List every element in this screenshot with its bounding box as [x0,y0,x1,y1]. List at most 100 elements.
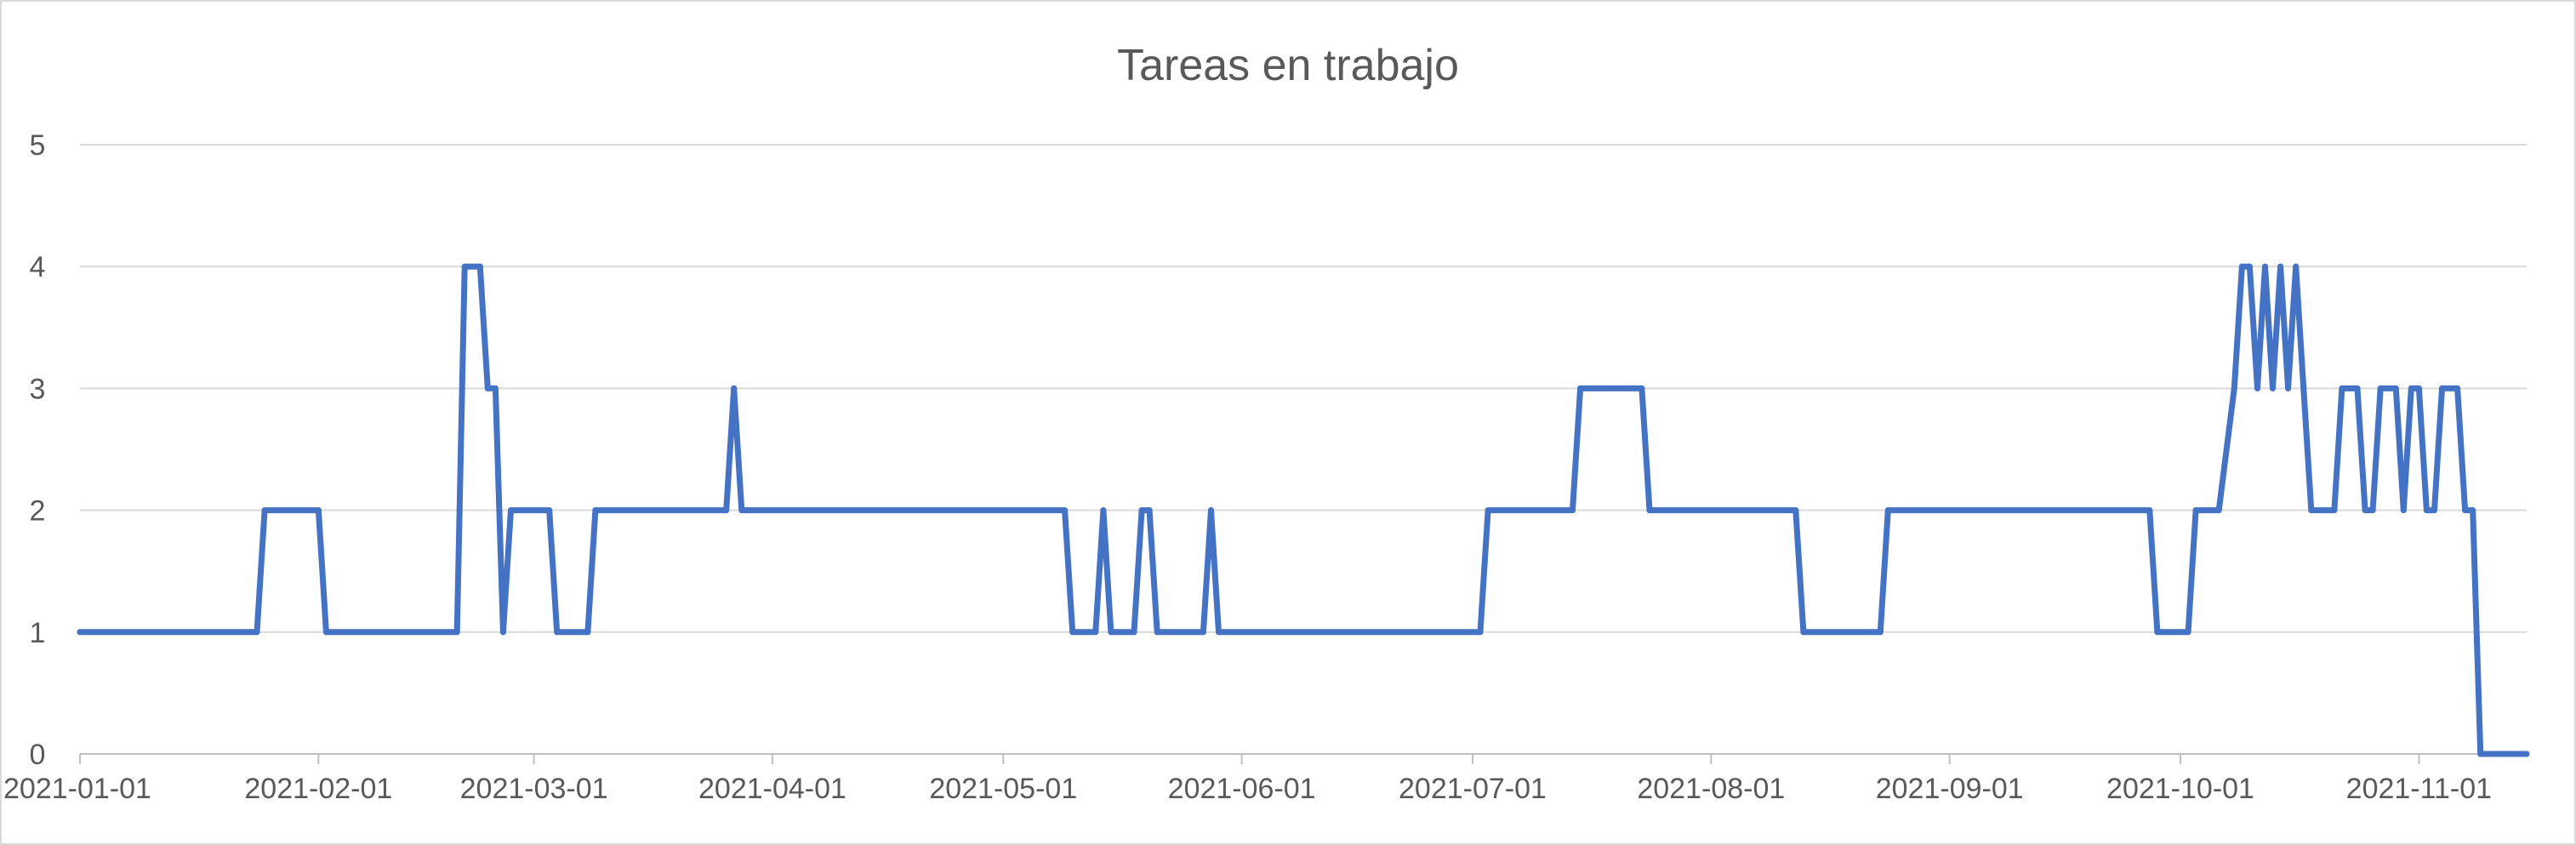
data-point-2021-05-13 [1092,629,1099,636]
data-point-2021-10-14 [2277,263,2284,270]
x-tick-label-2021-10-01: 2021-10-01 [2106,773,2254,805]
data-point-2021-10-26 [2369,507,2376,514]
data-point-2021-10-27 [2377,385,2384,391]
data-point-2021-10-25 [2362,507,2368,514]
x-tick-label-2021-07-01: 2021-07-01 [1399,773,1547,805]
data-point-2021-03-26 [723,507,730,514]
data-point-2021-03-08 [584,629,591,636]
data-point-2021-10-21 [2331,507,2338,514]
data-point-2021-02-26 [508,507,514,514]
data-point-2021-01-25 [261,507,268,514]
data-point-2021-05-09 [1062,507,1069,514]
data-point-2021-05-21 [1154,629,1160,636]
data-point-2021-10-15 [2285,385,2292,391]
x-tick-label-2021-06-01: 2021-06-01 [1168,773,1316,805]
x-tick-label-2021-08-01: 2021-08-01 [1637,773,1785,805]
data-point-2021-03-04 [554,629,561,636]
data-point-2021-07-23 [1638,385,1645,391]
data-point-2021-09-27 [2146,507,2153,514]
data-point-2021-08-12 [1792,507,1799,514]
gridlines [80,144,2527,633]
data-point-2021-02-24 [492,385,499,391]
data-point-2021-11-01 [2415,385,2422,391]
data-point-2021-05-19 [1138,507,1145,514]
data-point-2021-01-01 [77,629,83,636]
chart-title: Tareas en trabajo [1117,41,1459,90]
data-point-2021-03-28 [738,507,745,514]
data-point-2021-10-16 [2293,263,2300,270]
data-point-2021-07-14 [1570,507,1576,514]
data-point-2021-05-27 [1200,629,1206,636]
series-line-0 [77,263,2530,757]
data-point-2021-11-09 [2477,751,2484,757]
data-point-2021-11-06 [2454,385,2461,391]
data-point-2021-05-15 [1108,629,1114,636]
y-tick-label-1: 1 [30,617,46,649]
data-point-2021-10-02 [2185,629,2191,636]
data-point-2021-11-07 [2462,507,2469,514]
y-tick-label-5: 5 [30,129,46,162]
data-point-2021-05-18 [1131,629,1137,636]
data-point-2021-10-03 [2192,507,2199,514]
data-point-2021-03-09 [592,507,599,514]
data-point-2021-11-03 [2431,507,2437,514]
data-point-2021-02-22 [476,263,483,270]
data-point-2021-02-02 [322,629,329,636]
data-point-2021-10-09 [2238,263,2245,270]
data-point-2021-10-31 [2408,385,2414,391]
data-point-2021-10-30 [2400,507,2407,514]
data-point-2021-05-20 [1146,507,1153,514]
data-point-2021-10-24 [2354,385,2361,391]
data-point-2021-07-15 [1577,385,1584,391]
x-axis [79,753,2527,764]
data-point-2021-01-24 [254,629,260,636]
data-point-2021-08-13 [1800,629,1807,636]
data-point-2021-05-14 [1100,507,1107,514]
data-point-2021-10-13 [2270,385,2276,391]
x-tick-label-2021-09-01: 2021-09-01 [1876,773,2024,805]
data-point-2021-05-29 [1216,629,1222,636]
data-point-2021-05-10 [1069,629,1076,636]
x-tick-label-2021-03-01: 2021-03-01 [460,773,608,805]
data-point-2021-10-11 [2254,385,2260,391]
data-point-2021-02-23 [484,385,491,391]
data-point-2021-07-24 [1646,507,1653,514]
data-point-2021-05-28 [1208,507,1214,514]
y-tick-label-3: 3 [30,373,46,405]
y-tick-label-2: 2 [30,495,46,528]
data-point-2021-07-03 [1485,507,1491,514]
x-tick-label-2021-02-01: 2021-02-01 [244,773,392,805]
data-point-2021-11-04 [2439,385,2445,391]
data-point-2021-02-19 [453,629,460,636]
data-point-2021-07-02 [1477,629,1484,636]
x-tick-label-2021-01-01: 2021-01-01 [3,773,151,805]
data-point-2021-10-18 [2308,507,2315,514]
data-point-2021-11-08 [2470,507,2476,514]
x-tick-label-2021-05-01: 2021-05-01 [929,773,1077,805]
data-point-2021-08-23 [1877,629,1884,636]
data-point-2021-10-10 [2246,263,2253,270]
data-point-2021-02-01 [315,507,322,514]
data-point-2021-03-27 [731,385,738,391]
data-point-2021-10-22 [2339,385,2345,391]
series-layer [77,263,2530,757]
x-tick-label-2021-04-01: 2021-04-01 [698,773,846,805]
y-axis-tick-labels: 0 1 2 3 4 5 [30,129,46,771]
data-point-2021-10-12 [2262,263,2268,270]
x-axis-tick-labels: 2021-01-01 2021-02-01 2021-03-01 2021-04-01… [3,773,2492,805]
data-point-2021-11-15 [2523,751,2530,757]
y-tick-label-0: 0 [30,739,46,771]
data-point-2021-03-03 [546,507,553,514]
data-point-2021-10-29 [2392,385,2399,391]
data-point-2021-09-28 [2154,629,2161,636]
data-point-2021-11-02 [2423,507,2430,514]
y-tick-label-4: 4 [30,251,46,283]
data-point-2021-10-08 [2231,385,2237,391]
data-point-2021-08-24 [1884,507,1891,514]
data-point-2021-02-25 [499,629,506,636]
data-point-2021-02-20 [461,263,468,270]
data-point-2021-10-06 [2215,507,2222,514]
x-tick-label-2021-11-01: 2021-11-01 [2346,773,2492,805]
